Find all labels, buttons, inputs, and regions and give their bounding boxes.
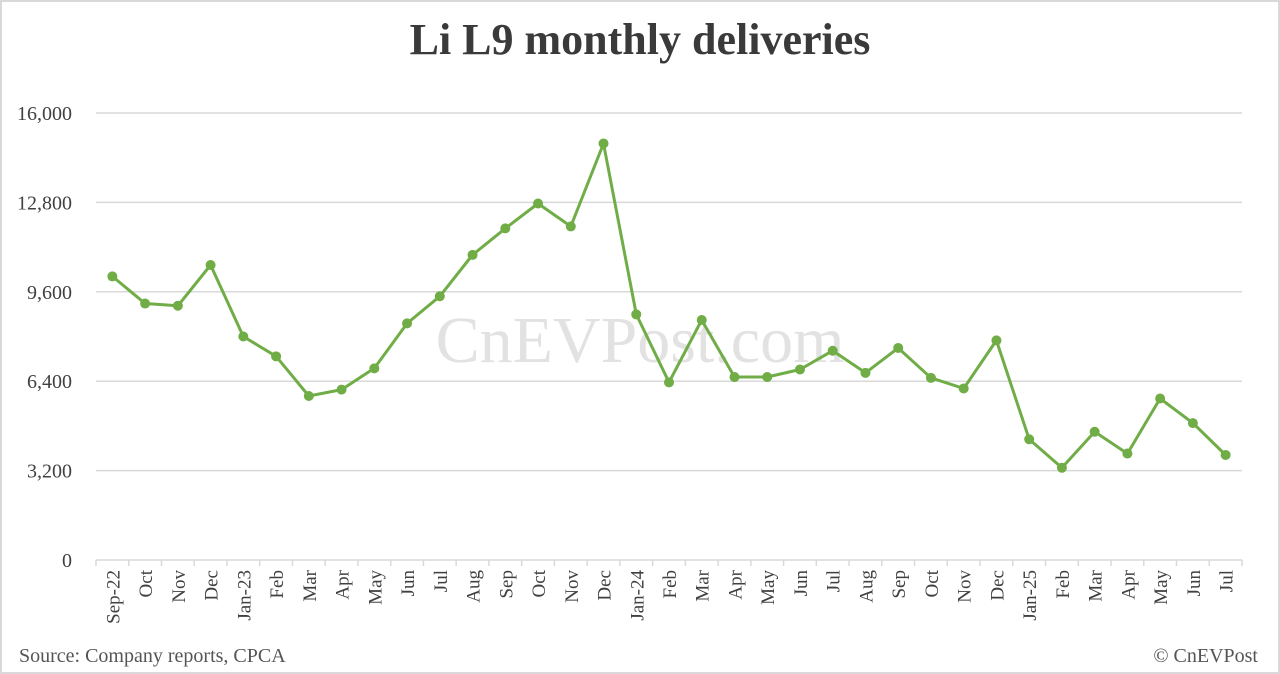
data-point: [925, 372, 936, 383]
data-point: [958, 383, 969, 394]
x-tick-label: Dec: [595, 570, 616, 601]
x-tick-label: Jul: [1217, 570, 1238, 592]
x-tick-label: Sep-22: [103, 570, 124, 624]
data-point: [696, 315, 707, 326]
data-point: [762, 372, 773, 383]
x-axis: Sep-22 Oct Nov Dec Jan-23 Feb Mar Apr May Jun Jul A…: [95, 559, 1243, 624]
x-tick-label: Sep: [889, 570, 910, 599]
y-tick-label: 16,000: [17, 103, 72, 125]
x-tick-label: May: [365, 570, 386, 605]
y-tick-label: 0: [62, 550, 72, 572]
chart-title: Li L9 monthly deliveries: [409, 15, 871, 64]
x-tick-label: Oct: [136, 569, 157, 597]
x-tick-label: Feb: [267, 570, 288, 599]
data-point: [107, 271, 118, 282]
data-point: [664, 377, 674, 388]
data-point: [991, 335, 1002, 346]
y-tick-label: 12,800: [17, 192, 72, 214]
data-point: [565, 221, 576, 232]
data-point: [1187, 418, 1198, 429]
x-tick-label: Oct: [922, 569, 943, 597]
x-tick-label: Aug: [464, 570, 485, 603]
data-point: [271, 351, 282, 362]
source-note: Source: Company reports, CPCA: [19, 645, 286, 667]
x-tick-label: Mar: [1086, 569, 1107, 601]
x-tick-label: Jan-23: [234, 570, 255, 621]
x-tick-label: Oct: [529, 569, 550, 597]
x-tick-label: Apr: [725, 569, 746, 599]
x-tick-label: Jun: [398, 570, 419, 597]
data-point: [1220, 449, 1231, 460]
x-tick-label: Feb: [660, 570, 681, 599]
x-tick-label: Jun: [791, 570, 812, 597]
data-point: [827, 345, 838, 356]
data-point: [369, 363, 380, 374]
data-point: [205, 259, 216, 270]
x-tick-label: Mar: [693, 569, 714, 601]
data-point: [533, 198, 544, 209]
data-point: [434, 291, 445, 302]
data-point: [336, 384, 347, 395]
data-point: [238, 331, 249, 342]
data-point: [794, 364, 805, 375]
x-tick-label: Nov: [955, 570, 976, 603]
data-series: [107, 138, 1231, 473]
data-point: [1056, 462, 1067, 473]
data-point: [303, 391, 314, 402]
data-point: [893, 342, 904, 353]
y-tick-label: 3,200: [27, 461, 72, 483]
data-point: [172, 300, 183, 311]
data-point: [140, 298, 151, 309]
x-tick-label: Dec: [987, 570, 1008, 601]
x-tick-label: Jun: [1184, 570, 1205, 597]
y-tick-label: 6,400: [27, 371, 72, 393]
data-point: [1122, 448, 1133, 459]
x-tick-label: Nov: [169, 570, 190, 603]
x-tick-label: Nov: [562, 570, 583, 603]
x-tick-label: Apr: [1118, 569, 1139, 599]
data-point: [467, 249, 478, 260]
data-point: [1155, 393, 1166, 404]
data-point: [631, 309, 642, 320]
x-tick-label: Apr: [333, 569, 354, 599]
x-tick-label: Aug: [856, 570, 877, 603]
data-point: [500, 223, 511, 234]
x-tick-label: Jul: [824, 570, 845, 592]
gridlines: [96, 112, 1242, 472]
data-point: [1089, 426, 1100, 437]
data-point: [1024, 434, 1035, 445]
x-tick-label: Dec: [202, 570, 223, 601]
x-tick-label: May: [758, 570, 779, 605]
y-axis-ticks: 0 3,200 6,400 9,600 12,800 16,000: [17, 103, 72, 572]
x-tick-label: Jan-25: [1020, 570, 1041, 621]
copyright-note: © CnEVPost: [1153, 645, 1258, 667]
y-tick-label: 9,600: [27, 282, 72, 304]
x-tick-label: Feb: [1053, 570, 1074, 599]
x-tick-label: Sep: [496, 570, 517, 599]
data-point: [402, 318, 413, 329]
x-tick-label: Mar: [300, 569, 321, 601]
data-point: [860, 367, 871, 378]
x-tick-label: May: [1151, 570, 1172, 605]
data-point: [729, 372, 740, 383]
x-tick-label: Jul: [431, 570, 452, 592]
data-point: [598, 138, 609, 149]
x-tick-label: Jan-24: [627, 570, 648, 621]
